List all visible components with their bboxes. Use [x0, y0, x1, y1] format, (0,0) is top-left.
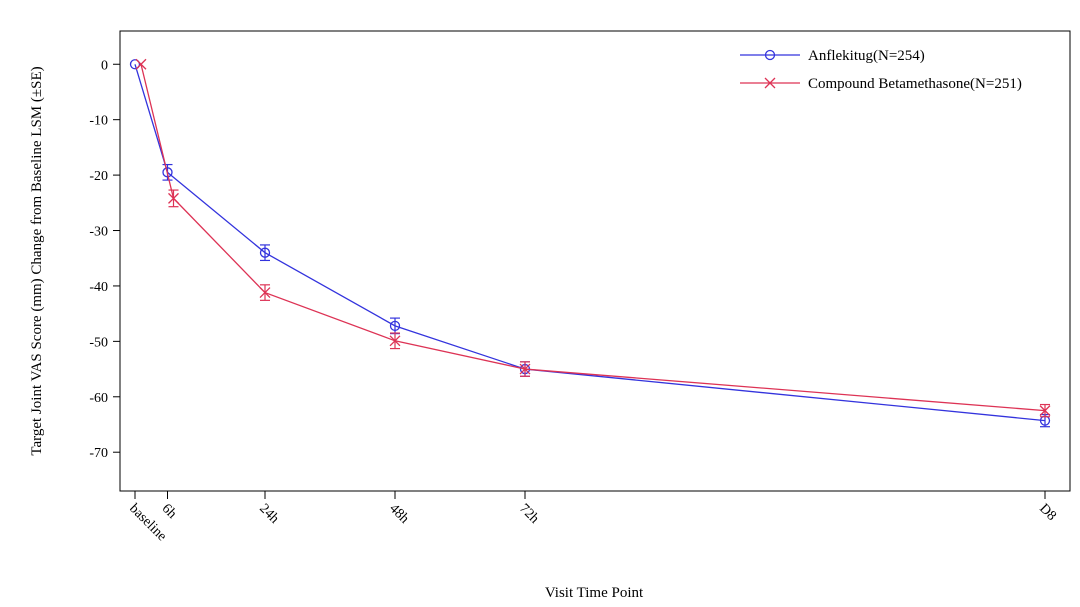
y-axis: 0 -10 -20 -30 -40 -50 -60 -70	[89, 58, 120, 461]
x-tick-label: 72h	[516, 501, 541, 526]
x-tick-label: 24h	[256, 501, 281, 526]
data-point	[389, 335, 401, 347]
legend-item: Compound Betamethasone(N=251)	[740, 76, 1022, 92]
y-tick-label: -70	[89, 446, 108, 461]
data-point	[168, 192, 179, 204]
data-point	[1039, 405, 1051, 417]
y-tick-label: -30	[89, 225, 108, 240]
legend: Anflekitug(N=254) Compound Betamethasone(…	[740, 48, 1022, 92]
data-point	[389, 320, 401, 331]
series-line	[140, 64, 1046, 412]
y-tick-label: 0	[101, 58, 108, 73]
y-tick-label: -10	[89, 114, 108, 129]
legend-item: Anflekitug(N=254)	[740, 48, 925, 64]
y-tick-label: -60	[89, 391, 108, 406]
data-point	[135, 58, 147, 70]
plot-frame	[119, 30, 1071, 492]
y-tick-label: -50	[89, 335, 108, 350]
y-tick-label: -20	[89, 169, 108, 184]
series-layer	[129, 58, 1051, 428]
y-tick-label: -40	[89, 280, 108, 295]
legend-marker	[764, 49, 776, 61]
series-2	[135, 58, 1051, 418]
x-tick-label: 6h	[159, 501, 180, 522]
data-point	[259, 247, 271, 258]
data-point	[259, 287, 271, 299]
series-1	[129, 59, 1051, 428]
legend-label: Compound Betamethasone(N=251)	[808, 76, 1022, 92]
data-point	[162, 167, 173, 178]
data-point	[129, 59, 141, 70]
x-axis-title: Visit Time Point	[545, 585, 644, 601]
data-point	[519, 363, 531, 375]
series-line	[134, 64, 1046, 422]
x-tick-label: D8	[1036, 501, 1059, 524]
y-axis-title: Target Joint VAS Score (mm) Change from …	[29, 66, 45, 455]
x-tick-label: 48h	[386, 501, 411, 526]
legend-marker	[764, 77, 776, 89]
legend-label: Anflekitug(N=254)	[808, 48, 925, 64]
